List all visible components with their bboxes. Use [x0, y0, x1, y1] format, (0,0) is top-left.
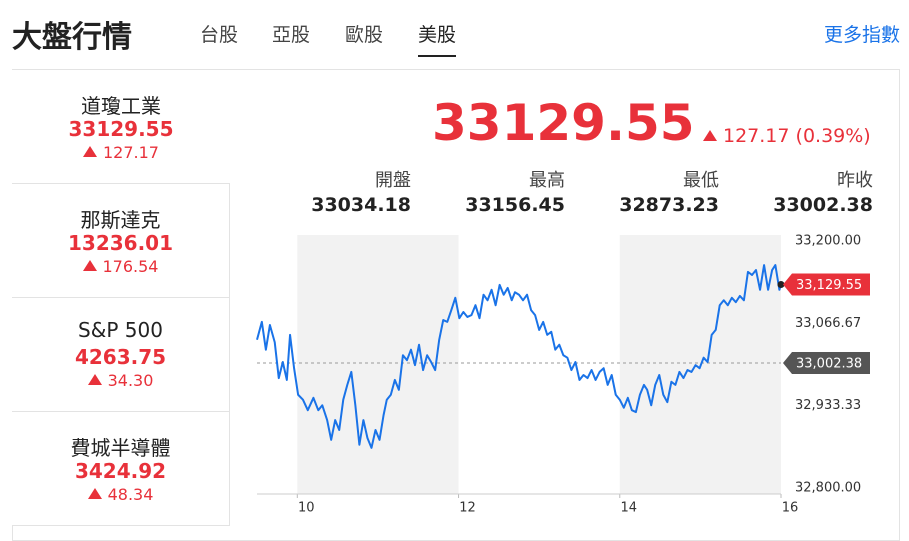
price-line	[256, 264, 782, 449]
y-tick-label: 32,800.00	[795, 481, 861, 496]
stat-label: 最低	[683, 170, 719, 191]
y-tick-label: 32,933.33	[795, 398, 861, 413]
stat-value: 33156.45	[465, 194, 565, 216]
change: 127.17	[723, 125, 790, 147]
index-value: 3424.92	[74, 459, 167, 483]
last-point	[777, 281, 785, 289]
x-tick-label: 12	[459, 501, 476, 516]
page-title: 大盤行情	[12, 20, 132, 55]
stat: 昨收 33002.38	[733, 166, 873, 216]
index-item[interactable]: S&P 500 4263.75 34.30	[12, 298, 230, 412]
index-change: 127.17	[103, 143, 159, 162]
more-link[interactable]: 更多指數	[823, 24, 900, 46]
price-tag-label: 33,002.38	[796, 357, 862, 372]
index-item[interactable]: 道瓊工業 33129.55 127.17	[12, 70, 230, 184]
stat-value: 33034.18	[311, 194, 411, 216]
y-tick-label: 33,200.00	[795, 234, 861, 249]
x-tick-label: 16	[782, 501, 799, 516]
stat-value: 32873.23	[619, 194, 719, 216]
stat-label: 開盤	[375, 170, 411, 191]
page: 大盤行情 台股 亞股 歐股 美股 更多指數 道瓊工業 33129.55 127.17…	[12, 20, 900, 541]
x-tick-label: 10	[298, 501, 315, 516]
index-list: 道瓊工業 33129.55 127.17 那斯達克 13236.01 176.54 S&…	[12, 70, 230, 526]
price: 33129.55	[432, 94, 695, 152]
stat-label: 昨收	[837, 170, 873, 191]
change-percent: (0.39%)	[795, 125, 871, 147]
index-value: 4263.75	[74, 345, 167, 369]
index-name: 費城半導體	[70, 436, 171, 460]
price-change: 127.17 (0.39%)	[703, 125, 871, 147]
stat: 最低 32873.23	[579, 166, 719, 216]
index-value: 33129.55	[68, 117, 174, 141]
index-change: 48.34	[107, 485, 154, 504]
index-name: S&P 500	[78, 318, 163, 342]
stat-value: 33002.38	[773, 194, 873, 216]
stat: 最高 33156.45	[425, 166, 565, 216]
stat: 開盤 33034.18	[271, 166, 411, 216]
y-tick-label: 33,066.67	[795, 316, 861, 331]
tab-active[interactable]: 美股	[418, 20, 457, 57]
x-tick-label: 14	[620, 501, 637, 516]
time-band	[297, 235, 459, 494]
index-change: 176.54	[102, 257, 159, 276]
index-item[interactable]: 費城半導體 3424.92 48.34	[12, 412, 230, 526]
stat-label: 最高	[529, 170, 565, 191]
index-item[interactable]: 那斯達克 13236.01 176.54	[12, 184, 230, 298]
price-tag-label: 33,129.55	[796, 278, 862, 293]
index-value: 13236.01	[67, 231, 173, 255]
chart: 10 12 14 16 32,800.00 32,933.33 33,066.67 33,20…	[256, 234, 870, 516]
tab[interactable]: 歐股	[345, 24, 384, 46]
price-tag	[783, 273, 870, 296]
index-change: 34.30	[107, 371, 154, 390]
price-tag	[783, 352, 870, 375]
index-name: 那斯達克	[80, 208, 161, 232]
tab[interactable]: 台股	[200, 24, 239, 46]
index-name: 道瓊工業	[81, 94, 161, 118]
tab[interactable]: 亞股	[272, 24, 311, 46]
